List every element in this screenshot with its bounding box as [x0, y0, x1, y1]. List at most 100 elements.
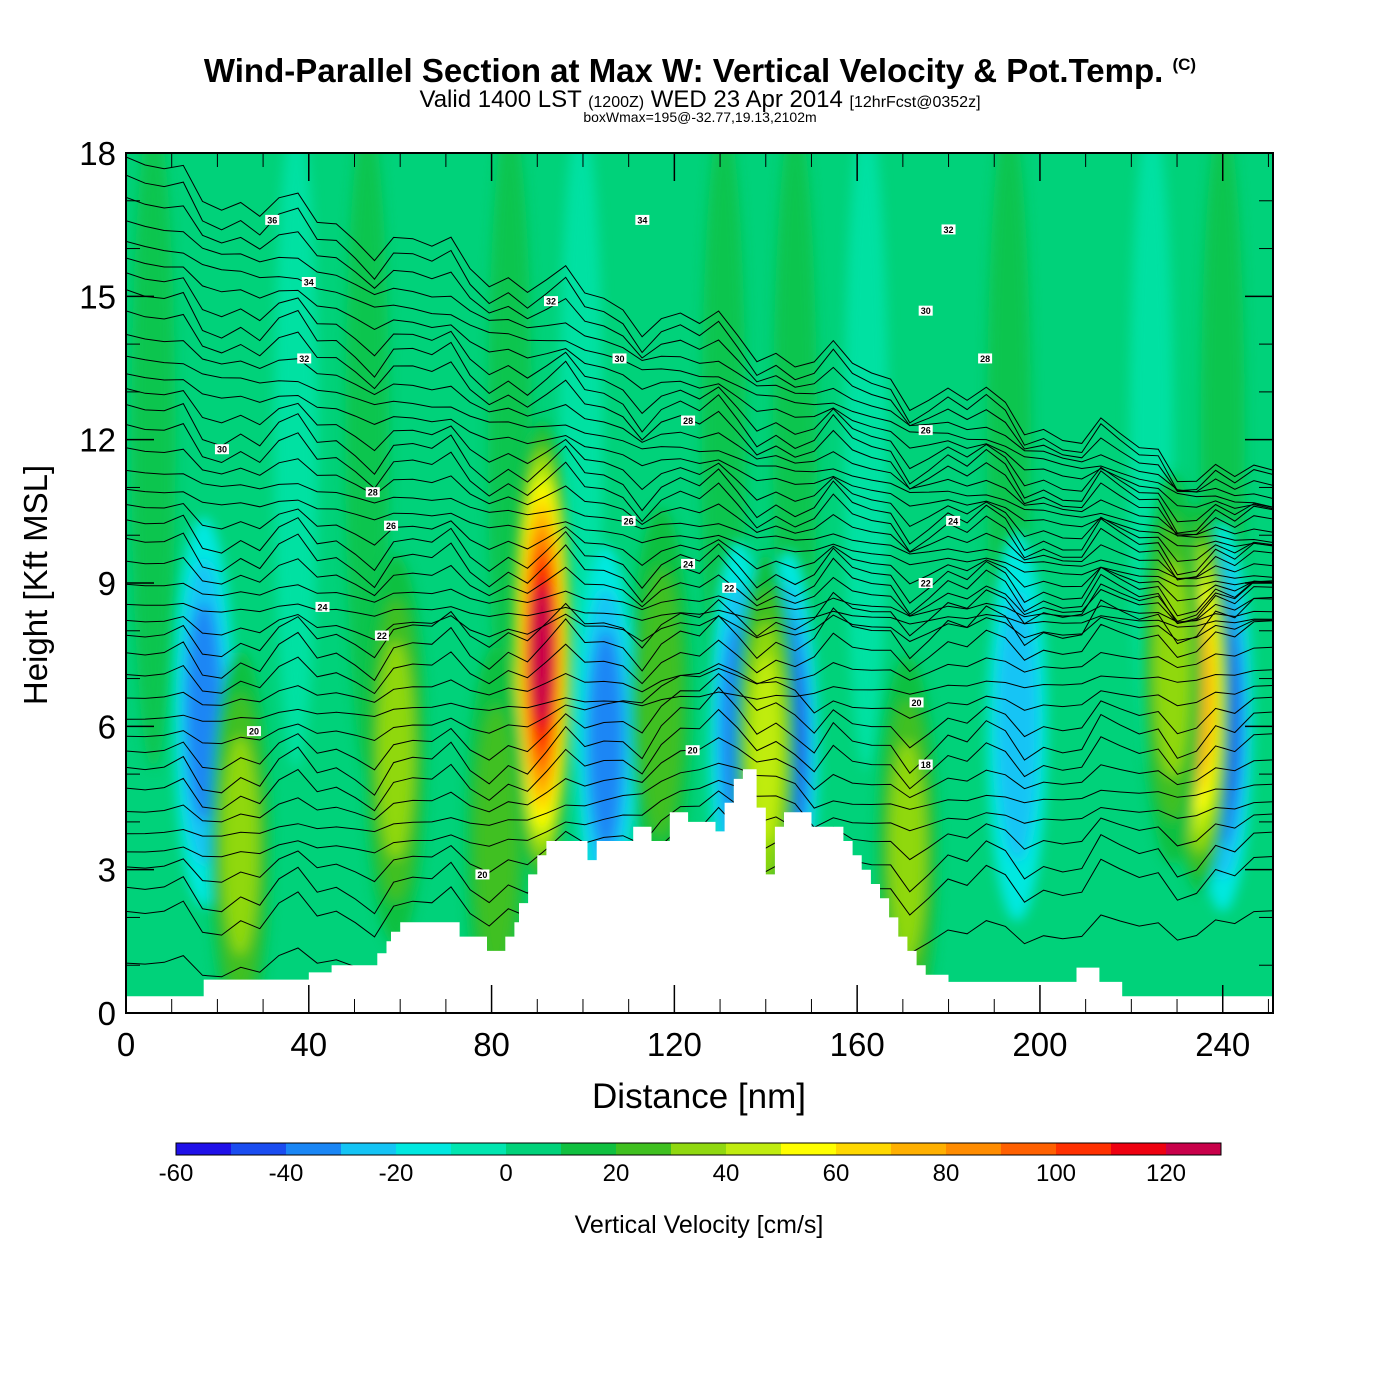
isentrope-label-bg	[315, 601, 330, 612]
colorbar-segment	[891, 1143, 947, 1155]
colorbar-segment	[1111, 1143, 1167, 1155]
y-tick-label: 9	[98, 565, 116, 602]
isentrope-line	[126, 196, 1273, 493]
colorbar-tick-label: 40	[713, 1160, 740, 1187]
velocity-band	[274, 153, 318, 770]
colorbar-tick-label: 80	[933, 1160, 960, 1187]
isentrope-label: 34	[304, 278, 314, 288]
isentrope-label: 22	[724, 583, 734, 593]
isentrope-label: 30	[615, 354, 625, 364]
updraft-cell	[1155, 559, 1190, 779]
colorbar-tick-label: -40	[269, 1160, 304, 1187]
isentrope-label: 20	[912, 698, 922, 708]
isentrope-line	[126, 272, 1273, 523]
colorbar-segment	[671, 1143, 727, 1155]
isentrope-label-bg	[918, 305, 933, 316]
updraft-cell	[531, 586, 553, 723]
isentrope-label: 22	[377, 631, 387, 641]
y-tick-label: 12	[79, 422, 116, 459]
isentrope-label-bg	[722, 582, 737, 593]
isentrope-label: 20	[688, 746, 698, 756]
isentrope-line	[126, 333, 1273, 536]
isentrope-line	[126, 502, 1273, 602]
isentrope-line	[126, 620, 1273, 695]
y-tick-label: 18	[79, 135, 116, 172]
isentrope-label: 28	[683, 416, 693, 426]
x-tick-label: 120	[647, 1026, 702, 1063]
isentrope-label: 32	[299, 354, 309, 364]
colorbar-segment	[176, 1143, 232, 1155]
isentrope-label: 20	[249, 727, 259, 737]
isentrope-label: 24	[683, 559, 693, 569]
y-tick-label: 0	[98, 995, 116, 1032]
x-tick-label: 40	[290, 1026, 327, 1063]
colorbar-segment	[561, 1143, 617, 1155]
isentrope-label: 32	[546, 297, 556, 307]
isentrope-label-bg	[612, 353, 627, 364]
isentrope-labels: 36 34 32 30 28 26 24 22 20 32 34 30 28 26 24 22 20 20 32 30…	[214, 214, 993, 880]
colorbar-segment	[506, 1143, 562, 1155]
isentrope-label-bg	[918, 578, 933, 588]
isentrope-line	[126, 310, 1273, 537]
colorbar-tick-label: -20	[379, 1160, 414, 1187]
isentrope-line	[126, 790, 1273, 883]
colorbar: -60 -40 -20 0 20 40 60 80 100 120	[159, 1142, 1222, 1187]
isentrope-label-bg	[214, 444, 229, 455]
velocity-cells	[173, 419, 1253, 1013]
isentrope-label-bg	[621, 515, 636, 526]
colorbar-segment	[1056, 1143, 1112, 1155]
isentrope-line	[126, 613, 1273, 643]
isentrope-line	[126, 557, 1273, 624]
y-tick-label: 6	[98, 708, 116, 745]
terrain-mask	[126, 769, 1273, 1013]
isentrope-line	[126, 388, 1273, 562]
isentrope-label: 28	[980, 354, 990, 364]
colorbar-segment	[726, 1143, 782, 1155]
isentrope-label-bg	[918, 425, 933, 436]
isentrope-line	[126, 686, 1273, 796]
isentrope-label: 24	[948, 516, 958, 526]
y-tick-label: 15	[79, 278, 116, 315]
isentrope-label-bg	[297, 353, 312, 364]
valid-local: Valid 1400 LST	[419, 86, 582, 113]
updraft-cell	[378, 640, 414, 860]
colorbar-segment	[781, 1143, 837, 1155]
isentrope-line	[126, 257, 1273, 510]
x-tick-label: 0	[117, 1026, 135, 1063]
isentrope-line	[126, 532, 1273, 625]
colorbar-segment	[836, 1143, 892, 1155]
x-axis-label: Distance [nm]	[592, 1077, 806, 1116]
isentrope-label: 36	[267, 215, 277, 225]
colorbar-tick-label: 60	[823, 1160, 850, 1187]
isentrope-line	[126, 663, 1273, 745]
isentrope-line	[126, 582, 1273, 623]
isentrope-label-bg	[681, 558, 696, 569]
colorbar-tick-label: 100	[1036, 1160, 1076, 1187]
downdraft-cell	[186, 602, 222, 822]
isentrope-line	[126, 289, 1273, 534]
plot-area: 36 34 32 30 28 26 24 22 20 32 34 30 28 26 24 22 20 20 32 30…	[126, 153, 1273, 1013]
isentrope-label: 22	[921, 579, 931, 589]
isentrope-line	[126, 156, 1273, 483]
isentrope-label-bg	[681, 415, 696, 426]
isentrope-line	[126, 220, 1273, 499]
chart-subtitle: boxWmax=195@-32.77,19.13,2102m	[583, 109, 817, 125]
isentrope-label-bg	[365, 487, 380, 498]
updraft-cell	[889, 741, 925, 960]
isentrope-label-bg	[909, 697, 924, 708]
colorbar-segment	[286, 1143, 342, 1155]
colorbar-segment	[231, 1143, 287, 1155]
chart-title: Wind-Parallel Section at Max W: Vertical…	[203, 52, 1197, 89]
updraft-cell	[639, 567, 682, 838]
colorbar-segment	[1001, 1143, 1057, 1155]
copyright-mark: (C)	[1172, 55, 1197, 74]
isentrope-line	[126, 514, 1273, 617]
isentrope-label-bg	[946, 515, 961, 526]
isentrope-label-bg	[543, 296, 558, 307]
isentrope-line	[126, 422, 1273, 581]
isentrope-label: 26	[624, 516, 634, 526]
colorbar-segment	[616, 1143, 672, 1155]
isentrope-label-bg	[918, 759, 933, 770]
